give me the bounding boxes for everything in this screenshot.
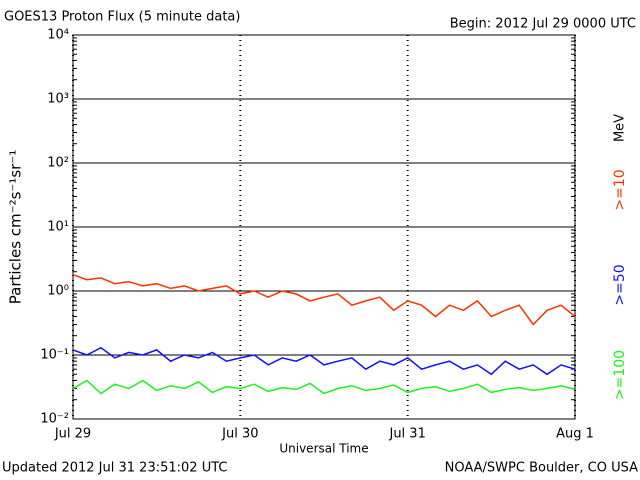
- x-tick-label: Jul 29: [54, 427, 91, 442]
- y-tick-label: 10⁰: [47, 284, 69, 299]
- series-line: [72, 346, 576, 376]
- series-line: [72, 379, 576, 395]
- chart-title: GOES13 Proton Flux (5 minute data): [4, 10, 240, 25]
- series-line: [72, 273, 576, 326]
- y-tick-label: 10⁴: [47, 28, 69, 43]
- x-axis-label: Universal Time: [279, 442, 368, 456]
- legend-unit: MeV: [613, 114, 628, 142]
- y-tick-label: 10⁻¹: [40, 348, 69, 363]
- x-tick-label: Jul 31: [388, 427, 425, 442]
- x-tick-label: Aug 1: [556, 427, 594, 442]
- chart-subtitle: Begin: 2012 Jul 29 0000 UTC: [450, 17, 636, 32]
- y-axis-label: Particles cm⁻²s⁻¹sr⁻¹: [7, 150, 25, 304]
- legend-label: >=100: [612, 350, 628, 400]
- y-tick-label: 10⁻²: [40, 412, 69, 427]
- y-tick-label: 10³: [47, 92, 69, 107]
- plot-frame: [72, 34, 576, 420]
- y-tick-label: 10²: [47, 156, 69, 171]
- x-tick-label: Jul 30: [221, 427, 258, 442]
- footer-right: NOAA/SWPC Boulder, CO USA: [445, 461, 638, 476]
- footer-left: Updated 2012 Jul 31 23:51:02 UTC: [2, 461, 227, 476]
- legend-label: >=10: [612, 169, 628, 210]
- legend-label: >=50: [612, 264, 628, 305]
- y-tick-label: 10¹: [47, 220, 69, 235]
